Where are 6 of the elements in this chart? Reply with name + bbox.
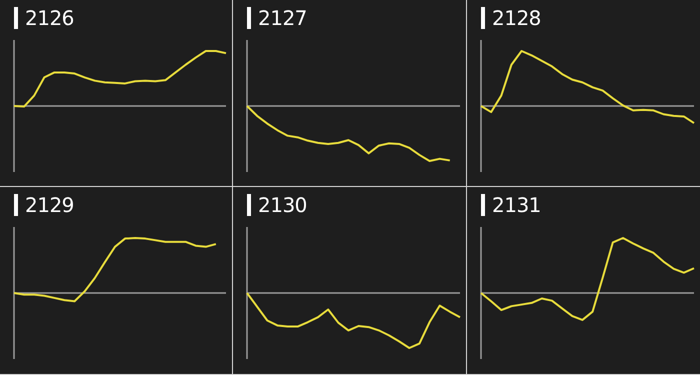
chart-title: 2126 — [25, 6, 74, 30]
chart-title: 2130 — [258, 193, 307, 217]
chart-title: 2128 — [492, 6, 541, 30]
chart-title: 2127 — [258, 6, 307, 30]
chart-title: 2129 — [25, 193, 74, 217]
chart-title: 2131 — [492, 193, 541, 217]
